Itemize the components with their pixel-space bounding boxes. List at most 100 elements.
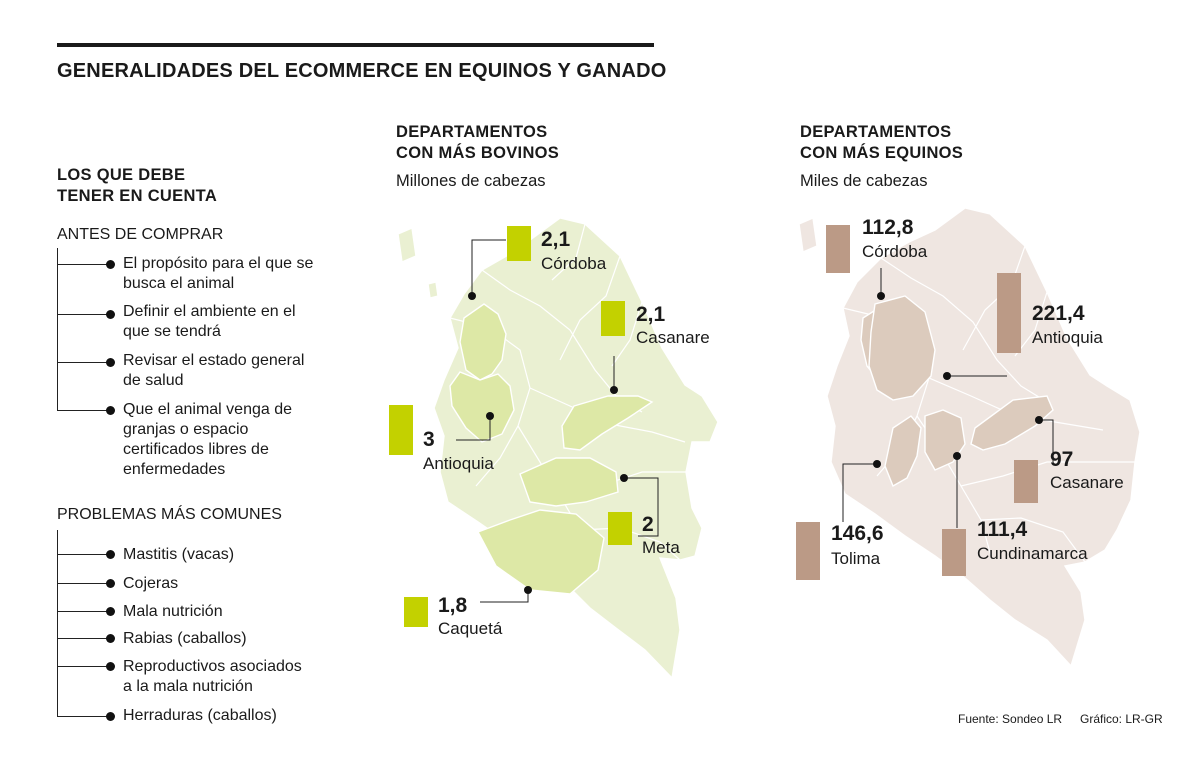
list-connector	[57, 666, 109, 667]
list-connector	[57, 314, 109, 315]
list-connector	[57, 362, 109, 363]
list-item: Reproductivos asociados a la mala nutrici…	[123, 658, 302, 695]
equinos-label-tolima: Tolima	[831, 549, 881, 568]
marker-dot	[486, 412, 494, 420]
casanare-region	[970, 395, 1054, 451]
equinos-markers	[873, 292, 1043, 468]
bovinos-value-meta: 2	[642, 513, 654, 536]
list-connector	[57, 611, 109, 612]
marker-dot	[873, 460, 881, 468]
bovinos-label-antioquia: Antioquia	[423, 454, 494, 473]
checklist-heading-line1: LOS QUE DEBE	[57, 166, 186, 184]
marker-dot	[877, 292, 885, 300]
list-item: Que el animal venga de granjas o espacio …	[123, 401, 292, 478]
equinos-label-cundinamarca: Cundinamarca	[977, 544, 1088, 563]
equinos-bar-cundinamarca	[942, 529, 966, 577]
bovinos-unit: Millones de cabezas	[396, 172, 546, 190]
bovinos-value-antioquia: 3	[423, 428, 435, 451]
cordoba-region	[459, 303, 507, 381]
marker-dot	[468, 292, 476, 300]
bovinos-bar-casanare	[601, 301, 625, 336]
equinos-heading-line1: DEPARTAMENTOS	[800, 123, 952, 141]
bovinos-highlighted-departments	[449, 303, 654, 595]
equinos-heading: DEPARTAMENTOS CON MÁS EQUINOS	[800, 122, 963, 164]
title-rule	[57, 43, 654, 47]
equinos-bar-cordoba	[826, 225, 850, 273]
marker-dot	[620, 474, 628, 482]
equinos-highlighted-departments	[860, 295, 1054, 488]
equinos-label-cordoba: Córdoba	[862, 242, 928, 261]
checklist-heading-line2: TENER EN CUENTA	[57, 187, 218, 205]
list-item: Revisar el estado general de salud	[123, 352, 305, 389]
bullet-icon	[106, 260, 115, 269]
bovinos-label-cordoba: Córdoba	[541, 254, 607, 273]
bullet-icon	[106, 358, 115, 367]
equinos-label-antioquia: Antioquia	[1032, 328, 1103, 347]
list-item: El propósito para el que se busca el anim…	[123, 255, 314, 292]
equinos-value-casanare: 97	[1050, 448, 1074, 471]
bullet-icon	[106, 550, 115, 559]
equinos-value-cundinamarca: 111,4	[977, 518, 1028, 541]
equinos-bar-antioquia	[997, 273, 1021, 354]
list-connector	[57, 638, 109, 639]
marker-dot	[943, 372, 951, 380]
bovinos-bar-antioquia	[389, 405, 413, 455]
bovinos-markers	[468, 292, 628, 594]
meta-region	[519, 457, 619, 507]
list-item: Mala nutrición	[123, 603, 223, 620]
list-item: Mastitis (vacas)	[123, 546, 235, 563]
bullet-icon	[106, 579, 115, 588]
equinos-bar-casanare	[1014, 460, 1038, 504]
equinos-bar-tolima	[796, 522, 820, 580]
page-title: GENERALIDADES DEL ECOMMERCE EN EQUINOS Y…	[57, 60, 667, 82]
marker-dot	[610, 386, 618, 394]
marker-dot	[524, 586, 532, 594]
bovinos-label-casanare: Casanare	[636, 328, 710, 347]
equinos-value-tolima: 146,6	[831, 522, 884, 545]
checklist-heading: LOS QUE DEBE TENER EN CUENTA	[57, 165, 217, 207]
equinos-value-antioquia: 221,4	[1032, 302, 1085, 325]
caqueta-region	[477, 509, 605, 595]
bovinos-bar-caqueta	[404, 597, 428, 627]
bovinos-label-meta: Meta	[642, 538, 680, 557]
bullet-icon	[106, 662, 115, 671]
list-item: Rabias (caballos)	[123, 630, 247, 647]
bullet-icon	[106, 406, 115, 415]
equinos-leader-lines	[842, 268, 1054, 528]
bovinos-bar-cordoba	[507, 226, 531, 261]
bovinos-label-caqueta: Caquetá	[438, 619, 503, 638]
antioquia-region	[449, 371, 515, 443]
source-note: Fuente: Sondeo LR	[958, 712, 1063, 726]
bovinos-heading: DEPARTAMENTOS CON MÁS BOVINOS	[396, 122, 559, 164]
list-item: Cojeras	[123, 575, 179, 592]
before-buying-tree-line	[57, 248, 58, 410]
before-buying-label: ANTES DE COMPRAR	[57, 226, 224, 243]
colombia-map-shape	[798, 207, 1141, 668]
bovinos-bar-meta	[608, 512, 632, 545]
list-item: Definir el ambiente en el que se tendrá	[123, 303, 296, 340]
bovinos-value-cordoba: 2,1	[541, 228, 571, 251]
equinos-unit: Miles de cabezas	[800, 172, 928, 190]
bullet-icon	[106, 634, 115, 643]
equinos-heading-line2: CON MÁS EQUINOS	[800, 144, 964, 162]
list-connector	[57, 716, 109, 717]
list-connector	[57, 554, 109, 555]
bovinos-heading-line2: CON MÁS BOVINOS	[396, 144, 560, 162]
marker-dot	[1035, 416, 1043, 424]
bovinos-value-casanare: 2,1	[636, 303, 666, 326]
tolima-region	[884, 415, 922, 488]
bullet-icon	[106, 712, 115, 721]
bullet-icon	[106, 310, 115, 319]
list-item: Herraduras (caballos)	[123, 707, 277, 724]
bovinos-heading-line1: DEPARTAMENTOS	[396, 123, 548, 141]
common-problems-label: PROBLEMAS MÁS COMUNES	[57, 506, 282, 523]
list-connector	[57, 410, 109, 411]
bullet-icon	[106, 607, 115, 616]
equinos-map	[798, 207, 1141, 668]
bovinos-value-caqueta: 1,8	[438, 594, 468, 617]
equinos-value-cordoba: 112,8	[862, 216, 914, 239]
credit-note: Gráfico: LR-GR	[1080, 712, 1163, 726]
list-connector	[57, 583, 109, 584]
antioquia-region	[868, 295, 936, 401]
marker-dot	[953, 452, 961, 460]
